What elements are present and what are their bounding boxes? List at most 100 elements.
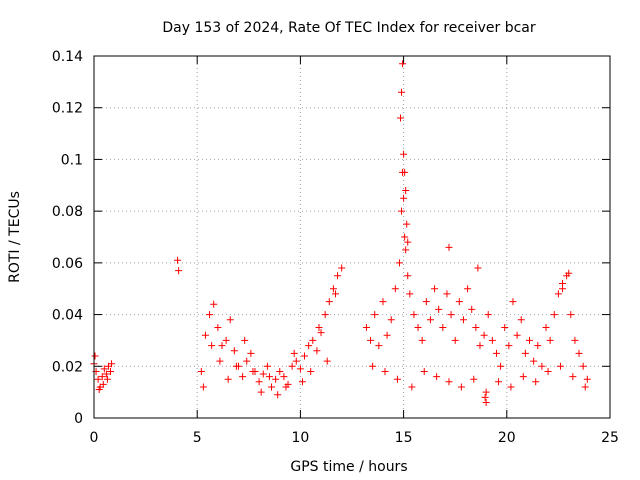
data-point (534, 342, 542, 350)
data-point (443, 290, 451, 298)
data-point (410, 311, 418, 319)
data-point (218, 342, 226, 350)
data-point (393, 375, 401, 383)
chart-title: Day 153 of 2024, Rate Of TEC Index for r… (162, 20, 536, 36)
y-tick-label: 0.1 (61, 152, 83, 168)
data-point (402, 186, 410, 194)
data-point (272, 375, 280, 383)
data-point (247, 349, 255, 357)
data-point (108, 360, 116, 368)
data-point (232, 362, 240, 370)
axis-ticks: 0 5 10 15 20 25 0 0.02 0.04 0.06 0.08 0.1 0.12 0.14 (52, 49, 619, 446)
data-point (197, 367, 205, 375)
data-point (224, 375, 232, 383)
data-point (214, 324, 222, 331)
data-point (472, 324, 480, 331)
data-point (255, 378, 263, 386)
data-point (433, 373, 441, 381)
data-point (567, 311, 575, 319)
data-point (480, 331, 488, 339)
y-axis-label: ROTI / TECUs (7, 191, 23, 283)
data-point (249, 367, 257, 375)
data-point (210, 300, 218, 308)
data-point (282, 383, 290, 391)
data-point (550, 311, 558, 319)
data-point (404, 238, 412, 246)
x-tick-label: 20 (498, 430, 516, 446)
data-point (263, 362, 271, 370)
data-point (544, 367, 552, 375)
data-point (362, 324, 370, 331)
data-point (397, 114, 405, 122)
series-roti (90, 60, 591, 406)
y-tick-label: 0.04 (52, 308, 83, 324)
x-tick-label: 10 (291, 430, 309, 446)
data-point (323, 357, 331, 365)
data-point (379, 298, 387, 306)
data-point (305, 342, 313, 350)
data-points (90, 60, 591, 406)
data-point (398, 88, 406, 96)
data-point (521, 349, 529, 357)
data-point (367, 336, 375, 344)
data-point (482, 398, 490, 406)
data-point (321, 311, 329, 319)
data-point (579, 362, 587, 370)
data-point (439, 324, 447, 331)
data-point (230, 347, 238, 355)
data-point (420, 367, 428, 375)
x-axis-label: GPS time / hours (290, 459, 407, 475)
data-point (290, 349, 298, 357)
data-point (530, 357, 538, 365)
data-point (482, 388, 490, 396)
data-point (554, 290, 562, 298)
data-point (519, 373, 527, 381)
data-point (371, 311, 379, 319)
data-point (94, 375, 102, 383)
data-point (408, 383, 416, 391)
data-point (546, 336, 554, 344)
grid-lines (94, 56, 610, 418)
data-point (208, 342, 216, 350)
data-point (476, 342, 484, 350)
data-point (559, 285, 567, 293)
data-point (532, 378, 540, 386)
data-point (325, 298, 333, 306)
data-point (422, 298, 430, 306)
data-point (431, 285, 439, 293)
data-point (464, 285, 472, 293)
data-point (459, 316, 467, 324)
data-point (399, 60, 407, 68)
y-tick-label: 0.08 (52, 204, 83, 220)
y-tick-label: 0.02 (52, 359, 83, 375)
data-point (507, 383, 515, 391)
data-point (309, 336, 317, 344)
data-point (571, 336, 579, 344)
data-point (175, 267, 183, 275)
data-point (445, 243, 453, 251)
data-point (569, 373, 577, 381)
data-point (298, 378, 306, 386)
data-point (98, 373, 106, 381)
data-point (404, 272, 412, 280)
data-point (468, 305, 476, 313)
data-point (100, 365, 108, 373)
data-point (102, 370, 110, 378)
data-point (383, 331, 391, 339)
data-point (103, 375, 111, 383)
data-point (107, 367, 115, 375)
data-point (526, 336, 534, 344)
data-point (241, 336, 249, 344)
data-point (451, 336, 459, 344)
data-point (296, 365, 304, 373)
data-point (317, 329, 325, 337)
data-point (497, 362, 505, 370)
data-point (239, 373, 247, 381)
data-point (315, 324, 323, 331)
data-point (243, 357, 251, 365)
x-tick-label: 0 (90, 430, 99, 446)
data-point (565, 269, 573, 277)
data-point (276, 367, 284, 375)
data-point (445, 378, 453, 386)
data-point (375, 342, 383, 350)
